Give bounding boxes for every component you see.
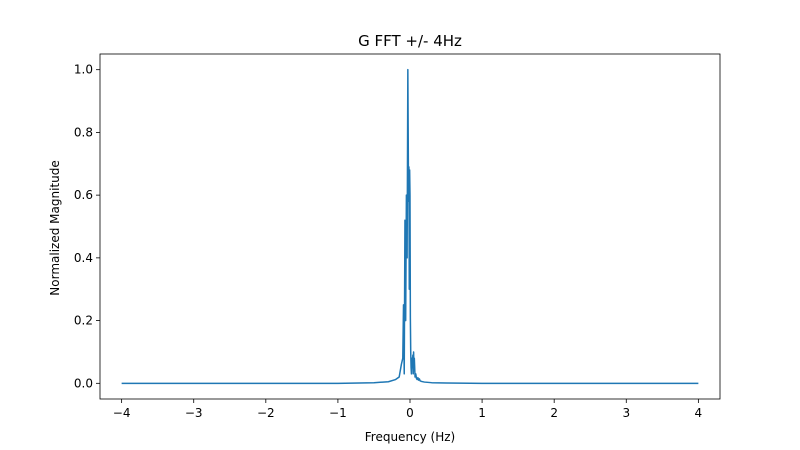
y-tick-label: 0.4 [74, 251, 93, 265]
x-axis-ticks: −4 −3 −2 −1 0 1 2 3 4 [113, 399, 702, 420]
x-tick-label: −2 [257, 406, 275, 420]
y-tick-label: 0.8 [74, 125, 93, 139]
y-axis-label: Normalized Magnitude [48, 160, 62, 295]
y-axis-ticks: 0.0 0.2 0.4 0.6 0.8 1.0 [74, 63, 100, 390]
y-tick-label: 1.0 [74, 63, 93, 77]
x-tick-label: 3 [622, 406, 630, 420]
y-tick-label: 0.2 [74, 314, 93, 328]
plot-area [99, 53, 721, 400]
x-tick-label: 2 [550, 406, 558, 420]
y-tick-label: 0.0 [74, 376, 93, 390]
x-tick-label: 0 [406, 406, 414, 420]
x-tick-label: −1 [329, 406, 347, 420]
x-axis-label: Frequency (Hz) [365, 430, 456, 444]
x-tick-label: 1 [478, 406, 486, 420]
x-tick-label: −3 [185, 406, 203, 420]
chart-title: G FFT +/- 4Hz [358, 32, 462, 50]
series-line-0 [121, 68, 699, 385]
x-tick-label: 4 [695, 406, 703, 420]
y-tick-label: 0.6 [74, 188, 93, 202]
x-tick-label: −4 [113, 406, 131, 420]
